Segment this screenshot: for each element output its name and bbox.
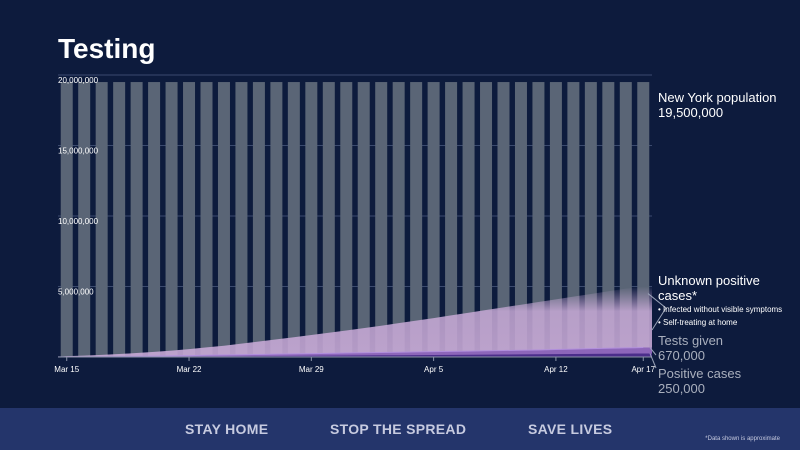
population-value: 19,500,000 — [658, 105, 724, 120]
y-tick-labels: 20,000,000 15,000,000 10,000,000 5,000,000 — [58, 76, 99, 297]
population-bar — [375, 82, 388, 358]
population-bar — [497, 82, 510, 358]
population-bar — [165, 82, 178, 358]
gridlines — [58, 74, 652, 287]
population-bar — [217, 82, 230, 358]
population-bar — [322, 82, 335, 358]
population-bar — [480, 82, 493, 358]
page-title: Testing — [58, 33, 156, 64]
population-bar — [130, 82, 143, 358]
tests-leader-line — [649, 347, 657, 356]
population-bar — [287, 82, 300, 358]
population-bar — [235, 82, 248, 358]
unknown-title: Unknown positive cases* — [658, 273, 760, 303]
population-bar — [392, 82, 405, 358]
population-bar — [252, 82, 265, 358]
population-bar — [584, 82, 597, 358]
population-bar — [340, 82, 353, 358]
unknown-bullet-1: • Infected without visible symptoms — [658, 305, 783, 314]
population-bar — [357, 82, 370, 358]
unknown-bullet-2: • Self-treating at home — [658, 318, 738, 327]
unknown-cases-area — [58, 286, 652, 357]
positive-title: Positive cases — [658, 366, 742, 381]
annotation-leaders — [647, 293, 667, 369]
population-bar — [270, 82, 283, 358]
x-tick-label: Mar 29 — [299, 365, 324, 374]
tests-title: Tests given — [658, 333, 724, 348]
x-tick-label: Apr 17 — [631, 365, 655, 374]
x-tick-label: Apr 5 — [424, 365, 444, 374]
testing-chart: 20,000,00015,000,00010,000,0005,000,000 … — [54, 74, 667, 374]
y-tick-label: 10,000,000 — [58, 217, 99, 226]
population-bar — [410, 82, 423, 358]
population-bar — [200, 82, 213, 358]
x-tick-label: Apr 12 — [544, 365, 568, 374]
footnote: *Data shown is approximate — [705, 436, 780, 442]
population-bar — [445, 82, 458, 358]
positive-leader-line — [649, 353, 657, 369]
population-title: New York population — [658, 90, 777, 105]
slogan-stop-the-spread: STOP THE SPREAD — [330, 421, 467, 437]
population-bar — [60, 82, 73, 358]
population-bar — [148, 82, 161, 358]
positive-cases-area — [58, 353, 652, 357]
population-bar — [78, 82, 91, 358]
y-tick-label: 5,000,000 — [58, 288, 94, 297]
tests-value: 670,000 — [658, 348, 705, 363]
positive-value: 250,000 — [658, 381, 705, 396]
positive-label: Positive cases 250,000 — [658, 366, 741, 396]
population-bar — [514, 82, 527, 358]
population-bar — [113, 82, 126, 358]
slogan-save-lives: SAVE LIVES — [528, 421, 613, 437]
case-areas — [58, 286, 652, 358]
population-bar — [602, 82, 615, 358]
population-bar — [567, 82, 580, 358]
x-tick-label: Mar 22 — [177, 365, 202, 374]
population-bar — [95, 82, 108, 358]
tests-label: Tests given 670,000 — [658, 333, 723, 363]
population-bar — [427, 82, 440, 358]
x-tick-label: Mar 15 — [54, 365, 79, 374]
population-bar — [305, 82, 318, 358]
population-bar — [183, 82, 196, 358]
tests-given-line — [58, 347, 644, 358]
y-tick-label: 20,000,000 — [58, 76, 99, 85]
x-tick-labels: Mar 15 Mar 22 Mar 29 Apr 5 Apr 12 Apr 17 — [54, 356, 656, 374]
footer-bar: STAY HOME STOP THE SPREAD SAVE LIVES *Da… — [0, 408, 800, 450]
population-bar — [532, 82, 545, 358]
population-bar — [549, 82, 562, 358]
unknown-leader-line — [647, 293, 667, 331]
unknown-label: Unknown positive cases* • Infected witho… — [658, 273, 800, 328]
population-label: New York population 19,500,000 — [658, 90, 777, 120]
y-tick-label: 15,000,000 — [58, 147, 99, 156]
population-bars — [60, 82, 650, 358]
slogan-stay-home: STAY HOME — [185, 421, 269, 437]
population-bar — [462, 82, 475, 358]
